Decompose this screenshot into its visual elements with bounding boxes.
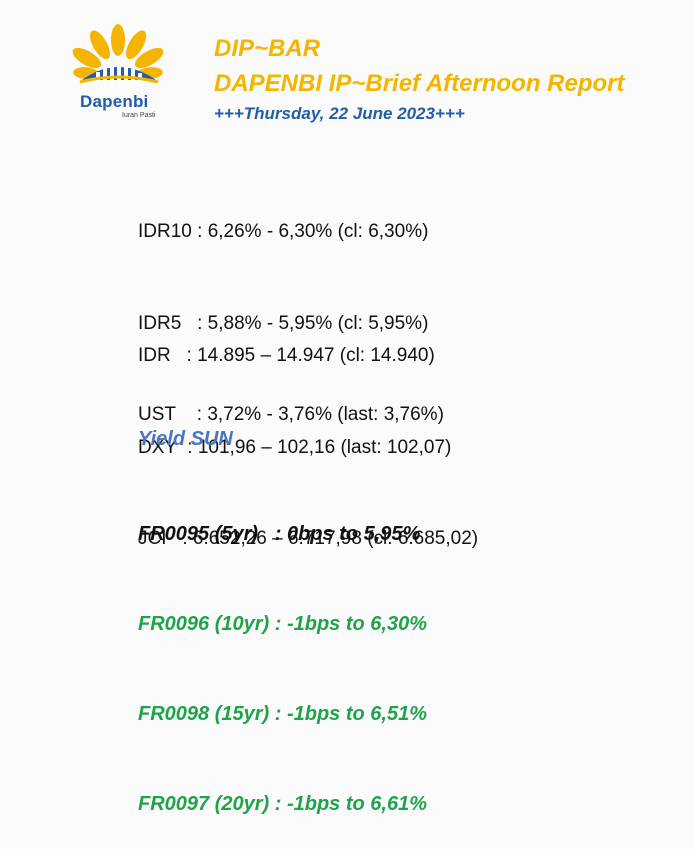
market-line-jci: JCI : 6.652,26 – 6.717,98 (cl: 6.685,02) (138, 528, 479, 549)
market-line-idr: IDR : 14.895 – 14.947 (cl: 14.940) (138, 345, 435, 366)
report-title: DIP~BAR (214, 35, 321, 62)
bond-line-idr10: IDR10 : 6,26% - 6,30% (cl: 6,30%) (138, 221, 429, 242)
yield-sun-title: Yield SUN (138, 428, 233, 450)
bond-line-ust: UST : 3,72% - 3,76% (last: 3,76%) (138, 404, 444, 425)
bond-line-idr5: IDR5 : 5,88% - 5,95% (cl: 5,95%) (138, 312, 429, 334)
market-line-dxy: DXY : 101,96 – 102,16 (last: 102,07) (138, 436, 452, 458)
yield-sun-list: FR0095 (5yr) : 0bps to 5,95% FR0096 (10y… (138, 459, 427, 849)
sunflower-icon (72, 24, 164, 84)
report-date: +++Thursday, 22 June 2023+++ (214, 104, 465, 123)
report-subtitle: DAPENBI IP~Brief Afternoon Report (214, 70, 625, 97)
markets-section: IDR : 14.895 – 14.947 (cl: 14.940) DXY :… (138, 280, 478, 585)
yield-sun-fr0098: FR0098 (15yr) : -1bps to 6,51% (138, 703, 427, 725)
yield-sun-fr0096: FR0096 (10yr) : -1bps to 6,30% (138, 613, 427, 635)
logo-tagline: Iuran Pasti (122, 112, 156, 119)
yield-sun-fr0095: FR0095 (5yr) : 0bps to 5,95% (138, 523, 421, 545)
bond-yields-section: IDR10 : 6,26% - 6,30% (cl: 6,30%) IDR5 :… (138, 156, 444, 461)
yield-sun-fr0097: FR0097 (20yr) : -1bps to 6,61% (138, 793, 427, 815)
dapenbi-logo: Dapenbi Iuran Pasti (58, 24, 180, 128)
logo-name: Dapenbi (80, 92, 149, 111)
